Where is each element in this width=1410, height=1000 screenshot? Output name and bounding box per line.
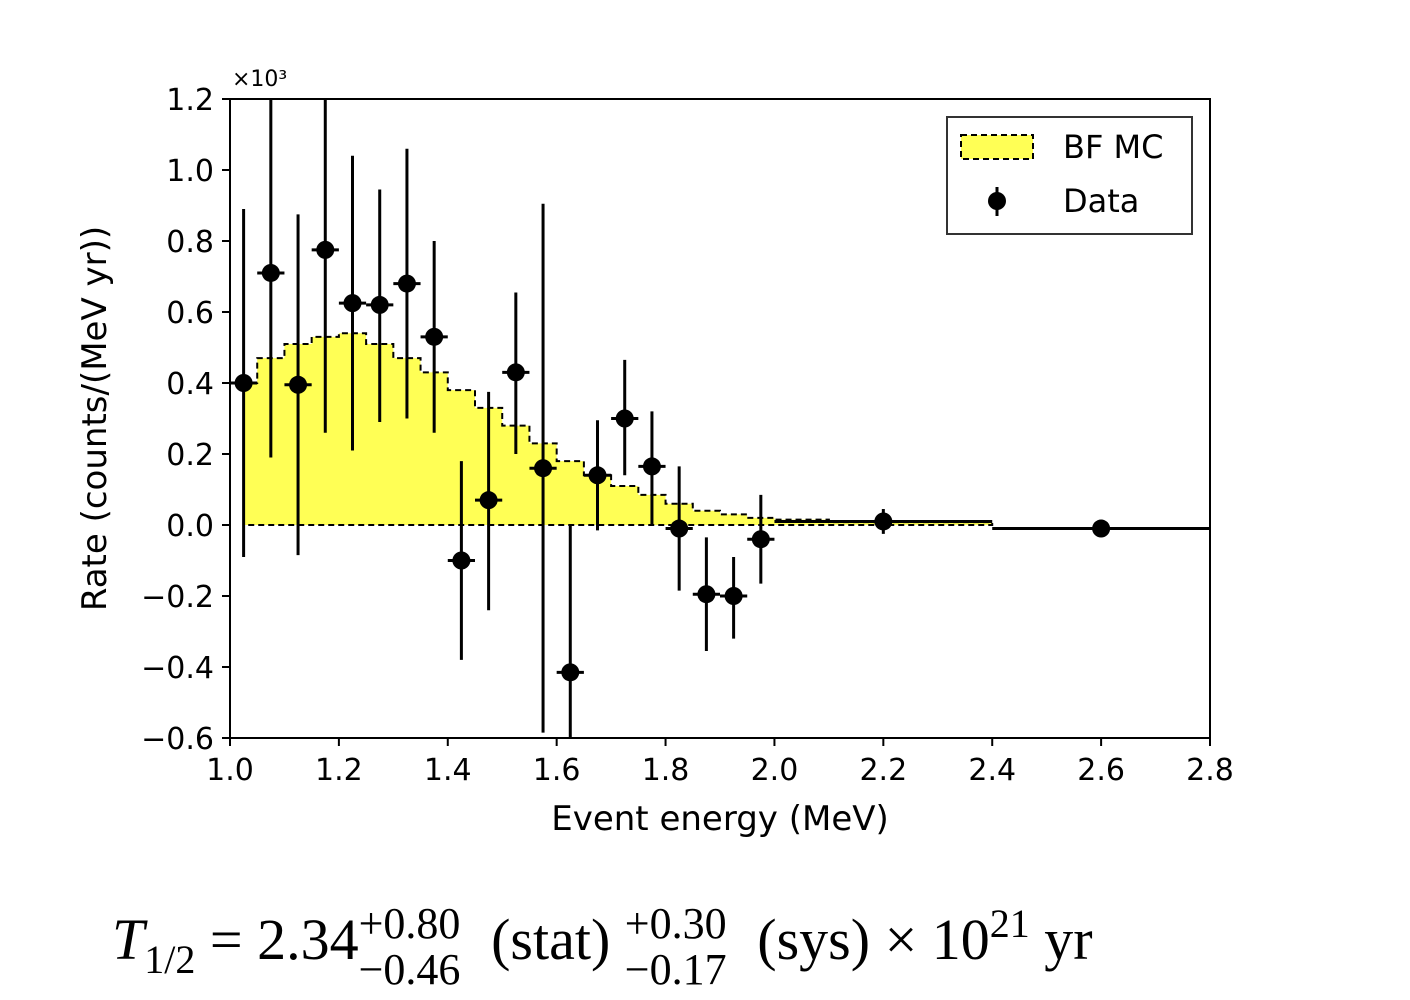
y-tick-label: 0.4 — [166, 367, 214, 402]
data-point — [638, 411, 666, 525]
formula-stat-errors: +0.80 −0.46 — [359, 901, 477, 991]
chart-figure: 1.0 1.2 1.4 1.6 1.8 2.0 2.2 2.4 2.6 2.8 −0.6−0.4−… — [75, 67, 1234, 839]
formula-sys-minus: −0.17 — [624, 944, 727, 994]
y-axis: −0.6 −0.4 −0.2 0.0 0.2 0.4 0.6 0.8 1.0 1.2 — [141, 83, 230, 757]
data-series — [230, 99, 1210, 738]
formula-sys-label: (sys) — [757, 907, 871, 972]
data-point — [475, 391, 503, 611]
x-axis: 1.0 1.2 1.4 1.6 1.8 2.0 2.2 2.4 2.6 2.8 — [206, 738, 1234, 788]
y-tick-label: 0.2 — [166, 438, 214, 473]
mc-histogram — [242, 332, 994, 526]
data-point — [611, 359, 639, 476]
y-tick-label: 0.8 — [166, 225, 214, 260]
data-marker — [370, 295, 389, 314]
formula-stat-label: (stat) — [491, 907, 611, 972]
legend-swatch-mc — [960, 134, 1034, 160]
y-tick-label: 0.0 — [166, 509, 214, 544]
y-tick-label: −0.2 — [141, 580, 214, 615]
data-marker — [506, 363, 525, 382]
x-tick-label: 2.4 — [968, 753, 1016, 788]
formula-sys-errors: +0.30 −0.17 — [625, 901, 743, 991]
data-marker — [561, 663, 580, 682]
x-tick-label: 2.6 — [1077, 753, 1125, 788]
x-tick-label: 1.2 — [315, 753, 363, 788]
data-point — [747, 494, 775, 584]
data-point — [393, 148, 421, 419]
data-point — [338, 155, 367, 451]
formula-unit: yr — [1044, 907, 1093, 972]
data-marker — [397, 274, 416, 293]
x-tick-label: 1.4 — [424, 753, 472, 788]
x-tick-label: 2.2 — [859, 753, 907, 788]
half-life-formula: T1/2 = 2.34 +0.80 −0.46 (stat) +0.30 −0.17 … — [0, 880, 1410, 991]
data-point — [502, 292, 530, 454]
formula-subscript: 1/2 — [144, 937, 196, 982]
x-tick-label: 2.0 — [751, 753, 799, 788]
data-marker — [874, 512, 893, 531]
data-point — [992, 519, 1210, 538]
y-tick-label: −0.4 — [141, 651, 214, 686]
formula-times-base: × 10 — [884, 907, 990, 972]
x-tick-label: 1.6 — [533, 753, 581, 788]
y-axis-title: Rate (counts/(MeV yr)) — [75, 226, 115, 611]
y-tick-label: 0.6 — [166, 296, 214, 331]
legend-label-mc: BF MC — [1063, 128, 1163, 166]
data-point — [529, 203, 557, 733]
data-point — [556, 525, 584, 738]
data-point — [257, 99, 285, 458]
data-point — [665, 466, 693, 591]
y-tick-label: 1.0 — [166, 154, 214, 189]
formula-stat-minus: −0.46 — [358, 944, 461, 994]
data-point — [774, 509, 993, 534]
legend-label-data: Data — [1063, 182, 1139, 220]
data-marker — [289, 375, 308, 394]
data-marker — [697, 585, 716, 604]
formula-stat-plus: +0.80 — [358, 898, 461, 948]
formula-value: = 2.34 — [209, 907, 359, 972]
data-marker — [452, 551, 471, 570]
formula-symbol: T — [112, 907, 145, 972]
mc-fill — [243, 333, 993, 525]
data-point — [230, 209, 258, 557]
data-marker — [642, 457, 661, 476]
data-point — [447, 461, 475, 660]
data-marker — [316, 240, 335, 259]
x-tick-label: 2.8 — [1186, 753, 1234, 788]
data-point — [720, 556, 748, 639]
y-tick-label: −0.6 — [141, 722, 214, 757]
x-axis-title: Event energy (MeV) — [551, 799, 889, 839]
plot-frame — [229, 98, 1211, 739]
data-marker — [425, 327, 444, 346]
x-tick-label: 1.8 — [642, 753, 690, 788]
data-point — [366, 189, 394, 423]
data-point — [420, 241, 448, 433]
data-point — [692, 537, 720, 652]
data-marker — [479, 491, 498, 510]
data-marker — [1092, 519, 1111, 538]
data-marker — [670, 519, 689, 538]
data-marker — [588, 466, 607, 485]
y-tick-label: 1.2 — [166, 83, 214, 118]
formula-sys-plus: +0.30 — [624, 898, 727, 948]
data-marker — [751, 530, 770, 549]
data-point — [284, 214, 312, 556]
legend-marker-data — [988, 192, 1006, 210]
data-marker — [234, 374, 253, 392]
data-marker — [343, 294, 362, 313]
data-point — [311, 99, 339, 433]
x-tick-label: 1.0 — [206, 753, 254, 788]
data-marker — [615, 409, 634, 428]
formula-exponent: 21 — [989, 901, 1030, 946]
legend: BF MC Data — [946, 116, 1193, 235]
data-marker — [534, 459, 553, 478]
mc-outline — [242, 332, 994, 526]
data-point — [583, 420, 612, 531]
data-marker — [261, 263, 280, 282]
data-marker — [724, 587, 743, 605]
y-multiplier-label: ×10³ — [232, 67, 287, 92]
